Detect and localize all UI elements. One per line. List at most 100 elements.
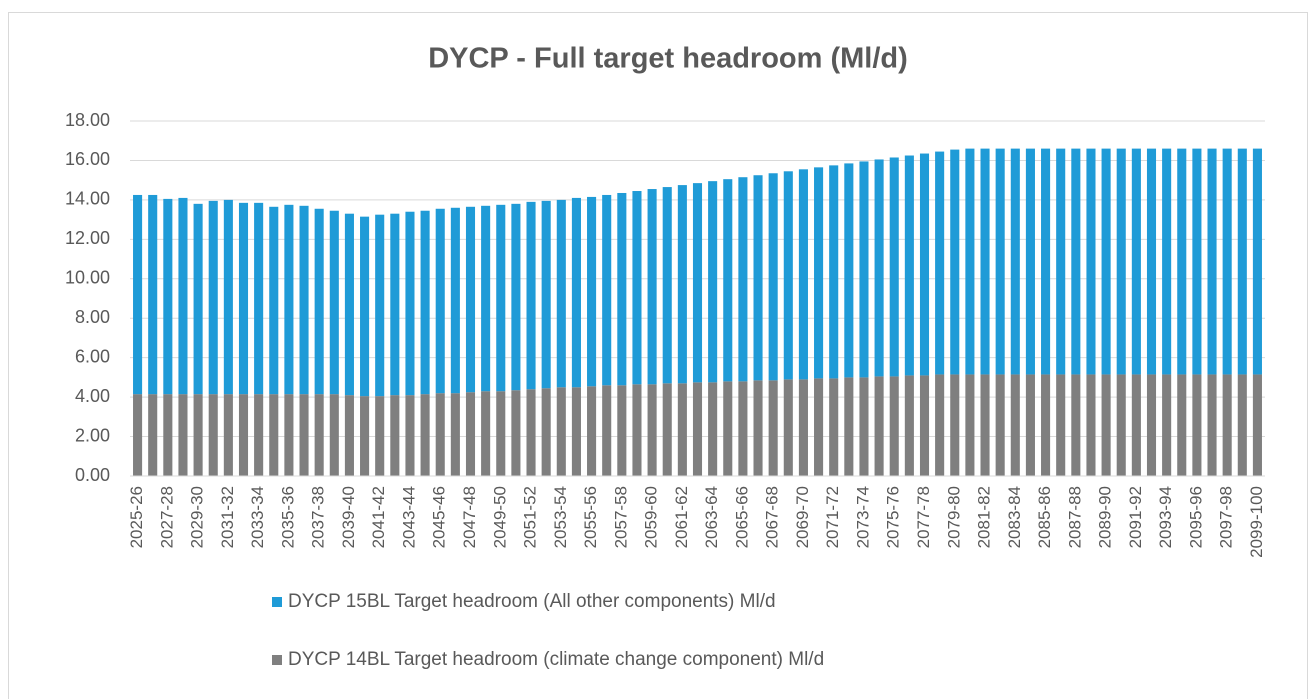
chart-title: DYCP - Full target headroom (Ml/d) (428, 43, 908, 75)
bar (904, 155, 914, 376)
x-tick-label: 2081-82 (975, 486, 994, 548)
bar (647, 384, 657, 476)
bar (662, 383, 672, 476)
x-tick-label: 2043-44 (399, 486, 418, 548)
bar (1025, 374, 1035, 476)
bar (587, 386, 597, 476)
bar (541, 200, 551, 389)
bar (995, 148, 1005, 375)
bar (980, 374, 990, 476)
bar (420, 394, 430, 476)
bar (1162, 148, 1172, 375)
bar (450, 393, 460, 476)
bar (859, 161, 869, 378)
bar (768, 380, 778, 476)
bar (798, 379, 808, 476)
bar (768, 173, 778, 381)
bar (526, 201, 536, 390)
x-tick-label: 2093-94 (1156, 486, 1175, 548)
bar (420, 210, 430, 395)
legend-swatch (272, 597, 282, 607)
x-tick-label: 2029-30 (188, 486, 207, 548)
bar (919, 153, 930, 376)
bar (1207, 148, 1217, 375)
chart-frame (8, 12, 1308, 699)
bar (329, 394, 339, 476)
bar (844, 377, 854, 476)
bar (692, 183, 703, 383)
x-tick-label: 2061-62 (672, 486, 691, 548)
x-tick-label: 2071-72 (823, 486, 842, 548)
bar (208, 200, 218, 395)
y-tick-label: 4.00 (75, 386, 110, 406)
bar (254, 394, 264, 476)
bar (1056, 148, 1066, 375)
bar (950, 149, 960, 375)
bar (677, 383, 687, 476)
bar (1116, 374, 1126, 476)
bar (269, 206, 279, 395)
bar (238, 394, 249, 476)
bar (148, 194, 158, 395)
bar (541, 388, 551, 476)
bar (1146, 374, 1157, 476)
bar (148, 394, 158, 476)
bar (874, 376, 884, 476)
bar (1252, 148, 1262, 375)
x-tick-label: 2035-36 (278, 486, 297, 548)
x-tick-label: 2067-68 (763, 486, 782, 548)
bar (405, 211, 415, 396)
bar (390, 395, 400, 476)
y-tick-label: 14.00 (65, 189, 110, 209)
bar (284, 204, 294, 395)
bar (465, 206, 476, 393)
x-tick-label: 2075-76 (884, 486, 903, 548)
bar (874, 159, 884, 377)
y-tick-label: 18.00 (65, 110, 110, 130)
bar (1162, 374, 1172, 476)
bar (708, 382, 718, 476)
bar (163, 198, 173, 395)
bar (753, 175, 763, 381)
bar (1056, 374, 1066, 476)
bar (798, 169, 808, 380)
x-tick-label: 2099-100 (1247, 486, 1266, 558)
x-tick-label: 2095-96 (1186, 486, 1205, 548)
bar (965, 148, 975, 375)
x-tick-label: 2087-88 (1065, 486, 1084, 548)
x-tick-label: 2025-26 (127, 486, 146, 548)
x-tick-label: 2059-60 (642, 486, 661, 548)
x-tick-label: 2039-40 (339, 486, 358, 548)
bar (1237, 374, 1247, 476)
bar (299, 205, 309, 395)
bar (919, 375, 930, 476)
bar (1146, 148, 1157, 375)
x-tick-label: 2079-80 (944, 486, 963, 548)
bar (723, 179, 733, 382)
legend-item: DYCP 14BL Target headroom (climate chang… (272, 648, 932, 672)
bar (571, 387, 581, 476)
bar (602, 194, 612, 386)
y-tick-label: 0.00 (75, 465, 110, 485)
bar (1177, 374, 1187, 476)
bar (208, 394, 218, 476)
bar (344, 213, 354, 396)
x-tick-label: 2077-78 (914, 486, 933, 548)
bar (829, 378, 839, 476)
bar (465, 392, 476, 476)
bar (995, 374, 1005, 476)
bar (1222, 148, 1232, 375)
bar (223, 199, 233, 395)
bar (662, 187, 672, 384)
bar (178, 394, 188, 476)
y-tick-label: 8.00 (75, 307, 110, 327)
bar (1222, 374, 1232, 476)
bar (314, 394, 324, 476)
bar (617, 385, 627, 476)
x-tick-label: 2027-28 (157, 486, 176, 548)
bar (723, 381, 733, 476)
bar (435, 208, 445, 394)
bar (783, 171, 793, 380)
bar (1192, 148, 1202, 375)
